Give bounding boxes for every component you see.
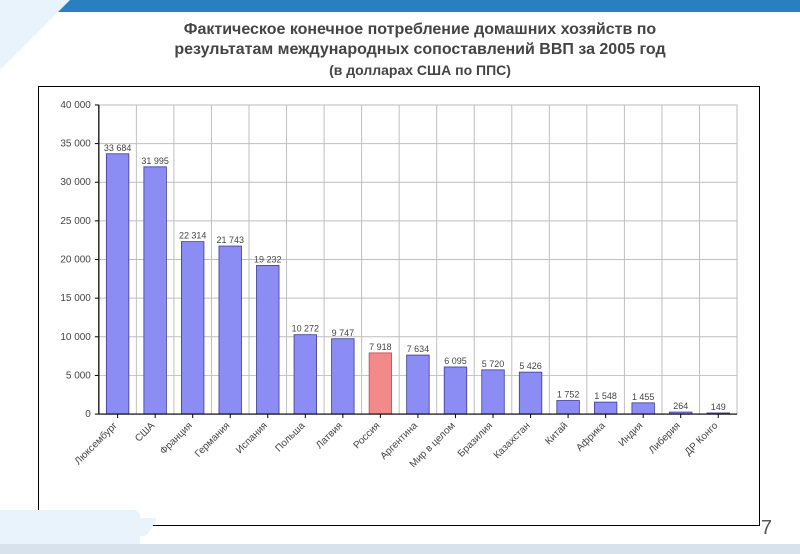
bar-value: 264 bbox=[673, 401, 688, 411]
category-label: Россия bbox=[352, 420, 383, 451]
category-label: Латвия bbox=[314, 420, 345, 451]
bar bbox=[294, 335, 317, 414]
bar bbox=[257, 265, 280, 414]
bar bbox=[557, 401, 580, 415]
top-border bbox=[0, 0, 800, 12]
category-label: Испания bbox=[234, 420, 270, 456]
svg-text:30 000: 30 000 bbox=[60, 177, 91, 188]
bar-value: 149 bbox=[711, 402, 726, 412]
category-label: Африка bbox=[574, 420, 608, 454]
category-label: Франция bbox=[158, 420, 195, 457]
bar bbox=[144, 167, 167, 414]
category-label: Китай bbox=[543, 420, 570, 447]
svg-text:20 000: 20 000 bbox=[60, 255, 91, 266]
title-line-2: результатам международных сопоставлений … bbox=[60, 40, 780, 60]
chart-frame: 0 5 000 10 000 15 000 20 000 25 000 30 000 35 0… bbox=[38, 86, 760, 526]
title-line-1: Фактическое конечное потребление домашни… bbox=[60, 20, 780, 40]
category-label: Либерия bbox=[647, 420, 683, 456]
bar bbox=[407, 355, 430, 414]
category-label: ДР Конго bbox=[683, 420, 721, 458]
page-number: 7 bbox=[761, 517, 772, 540]
bar bbox=[482, 370, 505, 414]
bar-value: 1 752 bbox=[557, 390, 579, 400]
category-label: США bbox=[133, 420, 157, 444]
bar-value: 7 918 bbox=[369, 342, 391, 352]
category-label: Люксембург bbox=[73, 420, 120, 467]
svg-text:25 000: 25 000 bbox=[60, 216, 91, 227]
bottom-decoration bbox=[0, 510, 140, 544]
bar-value: 1 548 bbox=[594, 391, 616, 401]
category-label: Польша bbox=[273, 420, 307, 454]
bar bbox=[106, 154, 129, 414]
svg-text:35 000: 35 000 bbox=[60, 139, 91, 150]
svg-text:15 000: 15 000 bbox=[60, 293, 91, 304]
bar-chart: 0 5 000 10 000 15 000 20 000 25 000 30 000 35 0… bbox=[39, 87, 759, 526]
bottom-stripe bbox=[0, 544, 800, 554]
bar-value: 19 232 bbox=[254, 254, 281, 264]
bar bbox=[632, 403, 655, 414]
bar bbox=[519, 372, 542, 414]
bar-value: 5 720 bbox=[482, 359, 504, 369]
bar bbox=[369, 353, 392, 414]
svg-text:10 000: 10 000 bbox=[60, 332, 91, 343]
bar-value: 21 743 bbox=[217, 235, 244, 245]
bar bbox=[219, 246, 242, 414]
bar-value: 22 314 bbox=[179, 231, 206, 241]
bar-value: 7 634 bbox=[407, 344, 429, 354]
svg-text:5 000: 5 000 bbox=[66, 370, 91, 381]
bar-value: 33 684 bbox=[104, 143, 131, 153]
bar bbox=[332, 339, 355, 414]
category-label: Германия bbox=[193, 420, 232, 459]
category-label: Индия bbox=[617, 420, 646, 449]
slide: Фактическое конечное потребление домашни… bbox=[0, 0, 800, 554]
svg-text:0: 0 bbox=[85, 409, 91, 420]
category-label: Казахстан bbox=[492, 420, 533, 461]
category-label: Бразилия bbox=[456, 420, 495, 459]
bar-value: 10 272 bbox=[292, 324, 319, 334]
svg-text:40 000: 40 000 bbox=[60, 100, 91, 111]
bar-value: 9 747 bbox=[332, 328, 354, 338]
bar-value: 31 995 bbox=[141, 156, 168, 166]
bar bbox=[181, 242, 204, 414]
bar bbox=[444, 367, 467, 414]
bar-value: 5 426 bbox=[519, 361, 541, 371]
bar-value: 6 095 bbox=[444, 356, 466, 366]
bar-value: 1 455 bbox=[632, 392, 654, 402]
bar bbox=[594, 402, 617, 414]
title-block: Фактическое конечное потребление домашни… bbox=[60, 20, 780, 78]
title-sub: (в долларах США по ППС) bbox=[60, 62, 780, 78]
